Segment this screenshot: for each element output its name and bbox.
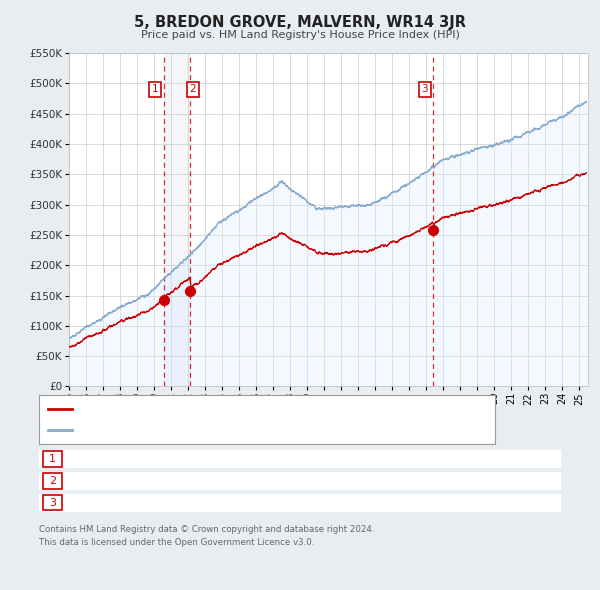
Text: Contains HM Land Registry data © Crown copyright and database right 2024.: Contains HM Land Registry data © Crown c… (39, 525, 374, 534)
Text: Price paid vs. HM Land Registry's House Price Index (HPI): Price paid vs. HM Land Registry's House … (140, 30, 460, 40)
Text: £157,500: £157,500 (256, 476, 308, 486)
Text: This data is licensed under the Open Government Licence v3.0.: This data is licensed under the Open Gov… (39, 538, 314, 547)
Text: HPI: Average price, detached house, Malvern Hills: HPI: Average price, detached house, Malv… (77, 425, 337, 435)
Text: 1: 1 (152, 84, 158, 94)
Bar (164, 53, 190, 386)
Text: 28-JUL-2000: 28-JUL-2000 (95, 454, 163, 464)
Text: 5, BREDON GROVE, MALVERN, WR14 3JR: 5, BREDON GROVE, MALVERN, WR14 3JR (134, 15, 466, 30)
Text: 21% ↓ HPI: 21% ↓ HPI (372, 498, 432, 507)
Text: 3: 3 (421, 84, 428, 94)
Text: 3: 3 (49, 498, 56, 507)
Text: 19-FEB-2002: 19-FEB-2002 (94, 476, 164, 486)
Text: 11% ↓ HPI: 11% ↓ HPI (373, 476, 431, 486)
Text: 5, BREDON GROVE, MALVERN, WR14 3JR (detached house): 5, BREDON GROVE, MALVERN, WR14 3JR (deta… (77, 404, 383, 414)
Text: £258,000: £258,000 (256, 498, 308, 507)
Text: 4% ↓ HPI: 4% ↓ HPI (376, 454, 428, 464)
Text: 26-MAY-2016: 26-MAY-2016 (93, 498, 165, 507)
Text: 2: 2 (190, 84, 196, 94)
Text: 1: 1 (49, 454, 56, 464)
Text: £142,000: £142,000 (256, 454, 308, 464)
Text: 2: 2 (49, 476, 56, 486)
